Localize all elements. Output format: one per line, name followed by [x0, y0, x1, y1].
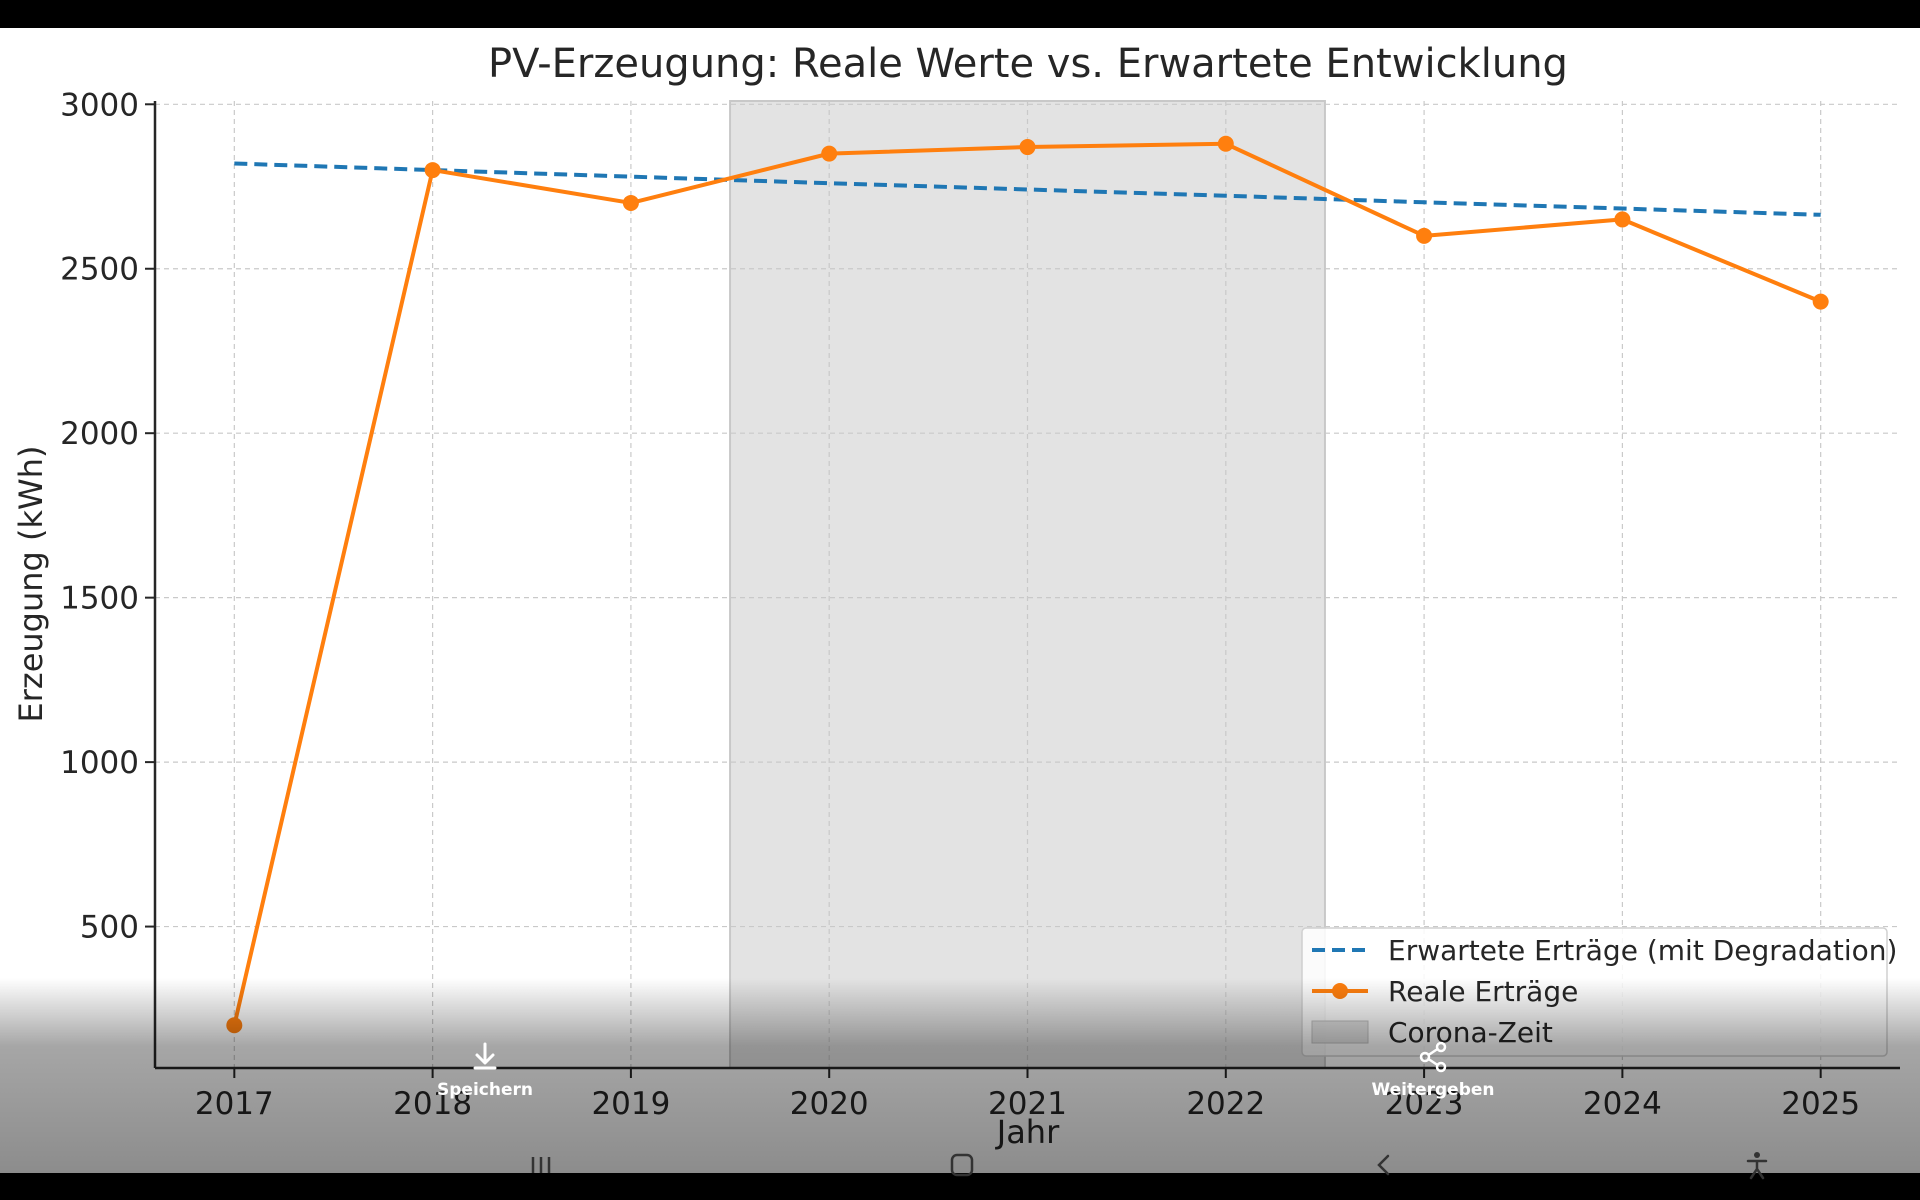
y-tick-label: 3000: [60, 87, 139, 123]
data-point: [1019, 139, 1036, 156]
back-icon: [1377, 1154, 1390, 1176]
series-line-expected: [234, 161, 1821, 217]
y-tick-label: 2500: [60, 252, 139, 288]
data-point: [424, 162, 441, 179]
chart-title: PV-Erzeugung: Reale Werte vs. Erwartete …: [488, 41, 1568, 87]
data-point: [1217, 135, 1234, 152]
download-icon: [473, 1042, 497, 1070]
recent-apps-button[interactable]: [511, 1148, 571, 1182]
navigation-bar: [0, 1173, 1920, 1200]
y-tick-label: 1500: [60, 581, 139, 617]
legend-label: Corona-Zeit: [1388, 1016, 1553, 1049]
share-icon: [1419, 1041, 1447, 1073]
data-point: [1812, 293, 1829, 310]
share-label: Weitergeben: [1371, 1080, 1495, 1100]
share-button[interactable]: Weitergeben: [1353, 1040, 1513, 1100]
save-label: Speichern: [437, 1080, 533, 1100]
y-tick-label: 500: [80, 910, 139, 946]
image-viewer[interactable]: 500 1000 1500 2000 2500 3000 2017 2018 2019 2020 2…: [0, 28, 1920, 1173]
chart: 500 1000 1500 2000 2500 3000 2017 2018 2019 2020 2…: [12, 41, 1900, 1151]
accessibility-icon: [1746, 1152, 1768, 1180]
y-axis-label: Erzeugung (kWh): [12, 446, 50, 723]
legend-label: Erwartete Erträge (mit Degradation): [1388, 934, 1897, 967]
x-tick-label: 2017: [195, 1086, 274, 1122]
legend-box: [1301, 927, 1888, 1057]
x-tick-label: 2021: [988, 1086, 1067, 1122]
x-tick-label: 2024: [1583, 1086, 1662, 1122]
recent-apps-icon: [531, 1157, 551, 1173]
back-button[interactable]: [1354, 1148, 1414, 1182]
save-button[interactable]: Speichern: [405, 1040, 565, 1100]
x-tick-label: 2018: [393, 1086, 472, 1122]
home-icon: [950, 1153, 974, 1177]
data-point: [622, 194, 639, 211]
y-tick-label: 2000: [60, 416, 139, 452]
legend-swatch-corona: [1311, 1020, 1369, 1044]
legend-marker: [1332, 983, 1348, 999]
status-bar: [0, 0, 1920, 28]
data-point: [821, 145, 838, 162]
accessibility-button[interactable]: [1727, 1148, 1787, 1182]
x-tick-label: 2025: [1781, 1086, 1860, 1122]
data-point: [1614, 211, 1631, 228]
x-tick-label: 2023: [1385, 1086, 1464, 1122]
data-point: [1416, 227, 1433, 244]
x-tick-label: 2022: [1186, 1086, 1265, 1122]
x-axis-label: Jahr: [995, 1113, 1060, 1151]
x-tick-label: 2019: [591, 1086, 670, 1122]
home-button[interactable]: [932, 1148, 992, 1182]
x-tick-label: 2020: [790, 1086, 869, 1122]
data-point: [226, 1017, 243, 1034]
y-tick-label: 1000: [60, 745, 139, 781]
legend-label: Reale Erträge: [1388, 975, 1578, 1008]
